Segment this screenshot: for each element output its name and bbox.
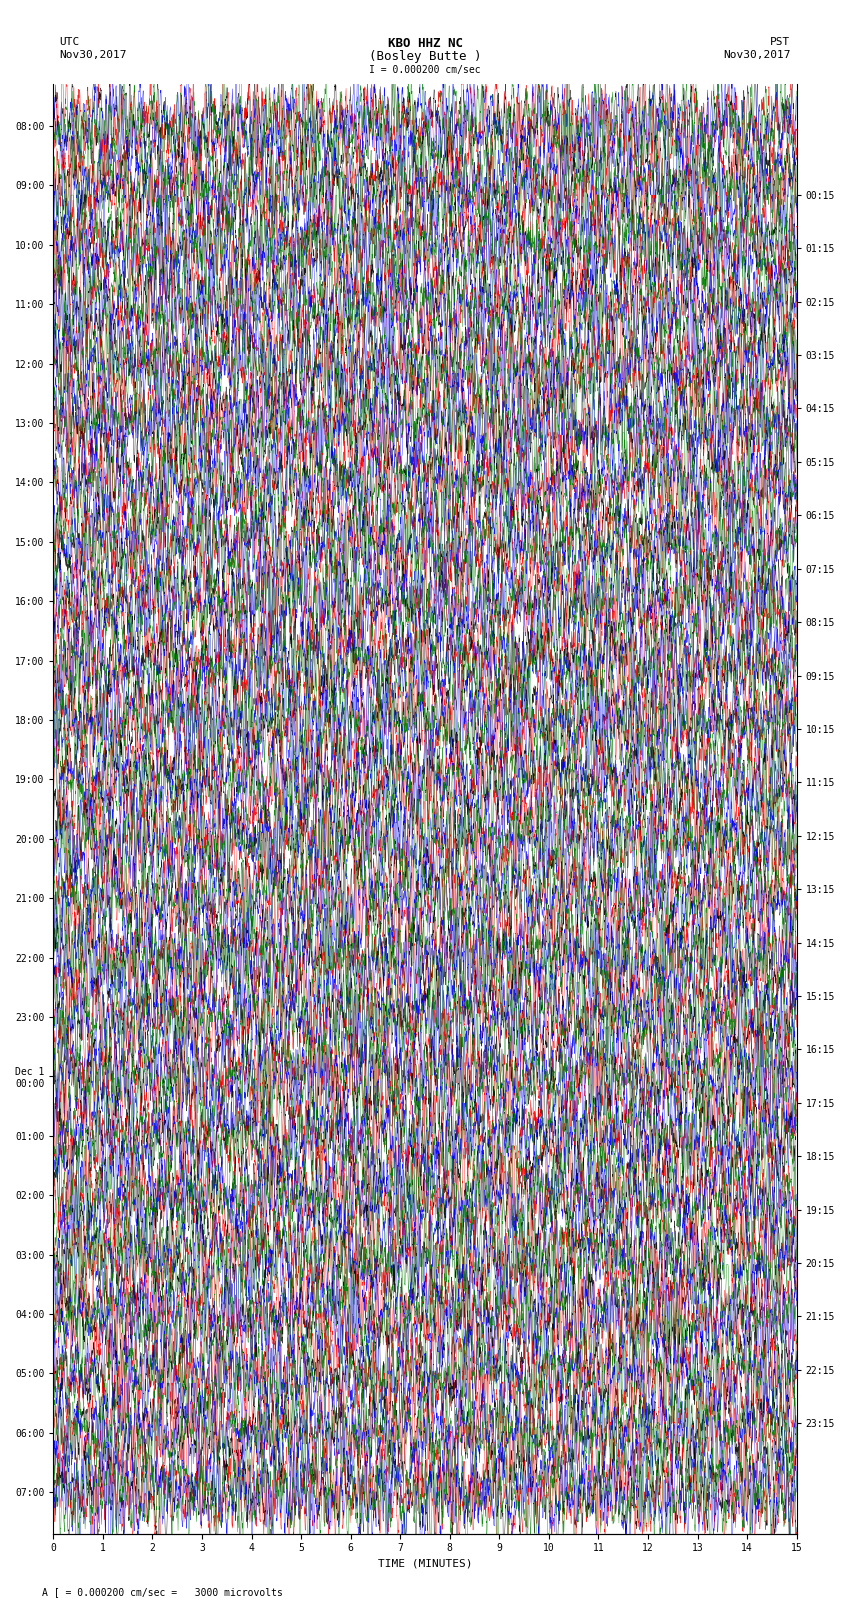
Text: UTC: UTC (60, 37, 80, 47)
Text: (Bosley Butte ): (Bosley Butte ) (369, 50, 481, 63)
Text: KBO HHZ NC: KBO HHZ NC (388, 37, 462, 50)
X-axis label: TIME (MINUTES): TIME (MINUTES) (377, 1560, 473, 1569)
Text: I = 0.000200 cm/sec: I = 0.000200 cm/sec (369, 65, 481, 74)
Text: Nov30,2017: Nov30,2017 (60, 50, 127, 60)
Text: Nov30,2017: Nov30,2017 (723, 50, 791, 60)
Text: A [ = 0.000200 cm/sec =   3000 microvolts: A [ = 0.000200 cm/sec = 3000 microvolts (42, 1587, 283, 1597)
Text: PST: PST (770, 37, 790, 47)
